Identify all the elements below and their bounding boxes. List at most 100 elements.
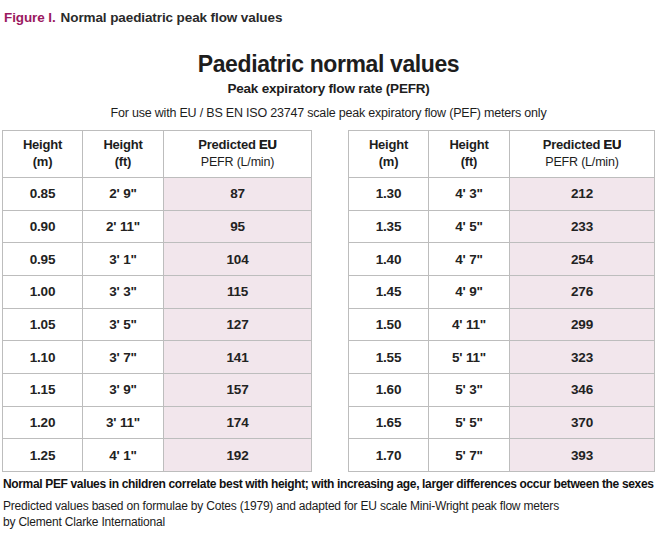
pefr-unit-label: PEFR (L/min) xyxy=(545,155,618,169)
height-m-cell: 0.95 xyxy=(3,243,83,276)
pefr-value-cell: 299 xyxy=(510,308,655,341)
height-m-cell: 1.60 xyxy=(349,373,429,406)
pefr-value-cell: 87 xyxy=(164,178,312,211)
height-m-cell: 1.70 xyxy=(349,439,429,472)
height-label: Height xyxy=(23,137,62,152)
table-row: 1.35 4' 5" 233 xyxy=(349,210,655,243)
pefr-value-cell: 192 xyxy=(164,439,312,472)
pefr-value-cell: 393 xyxy=(510,439,655,472)
height-ft-cell: 2' 11" xyxy=(83,210,164,243)
table-row: 0.85 2' 9" 87 xyxy=(3,178,312,211)
unit-m-label: (m) xyxy=(379,154,399,169)
height-m-cell: 1.00 xyxy=(3,275,83,308)
table-row: 1.25 4' 1" 192 xyxy=(3,439,312,472)
height-m-cell: 1.15 xyxy=(3,373,83,406)
height-ft-cell: 4' 1" xyxy=(83,439,164,472)
height-m-cell: 1.40 xyxy=(349,243,429,276)
unit-ft-label: (ft) xyxy=(115,154,132,169)
pefr-value-cell: 127 xyxy=(164,308,312,341)
height-ft-cell: 3' 1" xyxy=(83,243,164,276)
height-m-cell: 0.90 xyxy=(3,210,83,243)
col-header-height-m: Height (m) xyxy=(3,131,83,178)
table-gap xyxy=(312,130,348,472)
table-row: 1.70 5' 7" 393 xyxy=(349,439,655,472)
pefr-value-cell: 95 xyxy=(164,210,312,243)
pefr-value-cell: 323 xyxy=(510,341,655,374)
col-header-height-ft: Height (ft) xyxy=(429,131,510,178)
pef-table-right: Height (m) Height (ft) Predicted EU PEFR… xyxy=(348,130,655,472)
height-m-cell: 1.20 xyxy=(3,406,83,439)
table-row: 1.60 5' 3" 346 xyxy=(349,373,655,406)
height-ft-cell: 5' 5" xyxy=(429,406,510,439)
height-m-cell: 1.65 xyxy=(349,406,429,439)
height-ft-cell: 4' 5" xyxy=(429,210,510,243)
height-ft-cell: 4' 11" xyxy=(429,308,510,341)
height-ft-cell: 4' 9" xyxy=(429,275,510,308)
table-row: 1.45 4' 9" 276 xyxy=(349,275,655,308)
pefr-value-cell: 233 xyxy=(510,210,655,243)
table-row: 1.30 4' 3" 212 xyxy=(349,178,655,211)
pefr-value-cell: 141 xyxy=(164,341,312,374)
table-row: 1.15 3' 9" 157 xyxy=(3,373,312,406)
pefr-value-cell: 115 xyxy=(164,275,312,308)
table-header-right: Height (m) Height (ft) Predicted EU PEFR… xyxy=(349,131,655,178)
height-m-cell: 1.05 xyxy=(3,308,83,341)
eu-label: EU xyxy=(604,137,622,152)
table-title: Paediatric normal values xyxy=(0,51,657,78)
height-m-cell: 1.55 xyxy=(349,341,429,374)
table-body-right: 1.30 4' 3" 212 1.35 4' 5" 233 1.40 4' 7"… xyxy=(349,178,655,472)
col-header-height-m: Height (m) xyxy=(349,131,429,178)
footnote-source-line2: by Clement Clarke International xyxy=(3,514,656,530)
height-label: Height xyxy=(369,137,408,152)
table-row: 1.05 3' 5" 127 xyxy=(3,308,312,341)
height-ft-cell: 3' 11" xyxy=(83,406,164,439)
pefr-value-cell: 174 xyxy=(164,406,312,439)
height-m-cell: 1.45 xyxy=(349,275,429,308)
eu-label: EU xyxy=(259,137,277,152)
col-header-predicted-pefr: Predicted EU PEFR (L/min) xyxy=(510,131,655,178)
pefr-value-cell: 346 xyxy=(510,373,655,406)
col-header-height-ft: Height (ft) xyxy=(83,131,164,178)
predicted-label: Predicted xyxy=(543,137,600,152)
height-ft-cell: 4' 3" xyxy=(429,178,510,211)
header-row: Height (m) Height (ft) Predicted EU PEFR… xyxy=(349,131,655,178)
table-row: 1.50 4' 11" 299 xyxy=(349,308,655,341)
height-ft-cell: 5' 3" xyxy=(429,373,510,406)
footnote-primary: Normal PEF values in children correlate … xyxy=(3,477,656,491)
pefr-value-cell: 104 xyxy=(164,243,312,276)
height-m-cell: 1.50 xyxy=(349,308,429,341)
table-row: 1.40 4' 7" 254 xyxy=(349,243,655,276)
height-ft-cell: 4' 7" xyxy=(429,243,510,276)
pefr-value-cell: 212 xyxy=(510,178,655,211)
figure-caption: Figure I. Normal paediatric peak flow val… xyxy=(4,10,282,25)
height-label: Height xyxy=(103,137,142,152)
height-ft-cell: 5' 11" xyxy=(429,341,510,374)
height-label: Height xyxy=(449,137,488,152)
table-row: 1.00 3' 3" 115 xyxy=(3,275,312,308)
table-row: 1.10 3' 7" 141 xyxy=(3,341,312,374)
usage-note: For use with EU / BS EN ISO 23747 scale … xyxy=(0,106,657,120)
height-ft-cell: 5' 7" xyxy=(429,439,510,472)
height-ft-cell: 3' 9" xyxy=(83,373,164,406)
height-ft-cell: 3' 7" xyxy=(83,341,164,374)
predicted-label: Predicted xyxy=(198,137,255,152)
height-ft-cell: 3' 3" xyxy=(83,275,164,308)
figure-caption-label: Figure I. xyxy=(4,10,56,25)
figure-caption-text: Normal paediatric peak flow values xyxy=(61,10,283,25)
footnotes: Normal PEF values in children correlate … xyxy=(3,477,656,530)
height-m-cell: 1.30 xyxy=(349,178,429,211)
col-header-predicted-pefr: Predicted EU PEFR (L/min) xyxy=(164,131,312,178)
figure-page: Figure I. Normal paediatric peak flow val… xyxy=(0,0,657,545)
table-body-left: 0.85 2' 9" 87 0.90 2' 11" 95 0.95 3' 1" … xyxy=(3,178,312,472)
unit-m-label: (m) xyxy=(33,154,53,169)
header-row: Height (m) Height (ft) Predicted EU PEFR… xyxy=(3,131,312,178)
tables-container: Height (m) Height (ft) Predicted EU PEFR… xyxy=(2,130,655,472)
pefr-value-cell: 254 xyxy=(510,243,655,276)
height-m-cell: 0.85 xyxy=(3,178,83,211)
title-block: Paediatric normal values Peak expiratory… xyxy=(0,51,657,120)
footnote-source-line1: Predicted values based on formulae by Co… xyxy=(3,498,656,514)
unit-ft-label: (ft) xyxy=(461,154,478,169)
pefr-value-cell: 276 xyxy=(510,275,655,308)
height-m-cell: 1.25 xyxy=(3,439,83,472)
height-m-cell: 1.35 xyxy=(349,210,429,243)
